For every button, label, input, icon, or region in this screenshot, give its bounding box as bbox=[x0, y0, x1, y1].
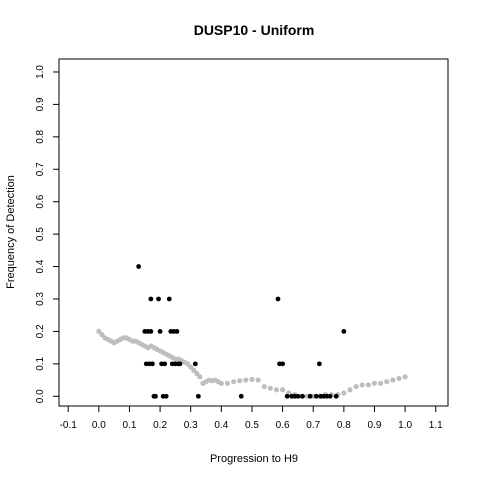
trend-point bbox=[218, 380, 224, 386]
points-layer bbox=[136, 264, 347, 399]
data-point bbox=[238, 393, 244, 399]
y-tick-label: 0.0 bbox=[35, 389, 46, 403]
y-tick-label: 0.5 bbox=[35, 227, 46, 241]
x-tick-label: 1.0 bbox=[398, 420, 412, 431]
y-tick-label: 0.6 bbox=[35, 194, 46, 208]
trend-point bbox=[99, 332, 105, 338]
trend-point bbox=[267, 385, 273, 391]
x-tick-label: 0.9 bbox=[368, 420, 382, 431]
data-point bbox=[136, 264, 142, 269]
y-axis: 0.0 0.1 0.2 0.3 0.4 0.5 0.6 0.7 0.8 0.9 1.0 bbox=[35, 65, 59, 403]
y-tick-label: 0.3 bbox=[35, 292, 46, 306]
trend-point bbox=[365, 382, 371, 388]
data-point bbox=[333, 393, 339, 399]
trend-point bbox=[224, 380, 231, 386]
data-point bbox=[166, 296, 172, 302]
y-tick-label: 0.8 bbox=[35, 129, 46, 143]
trend-point bbox=[341, 390, 347, 396]
data-point bbox=[148, 296, 154, 302]
trend-point bbox=[243, 377, 249, 383]
trend-point bbox=[249, 376, 255, 383]
trend-point bbox=[371, 380, 378, 386]
y-tick-label: 1.0 bbox=[35, 65, 46, 79]
trend-point bbox=[384, 379, 390, 385]
data-point bbox=[162, 361, 168, 367]
y-tick-label: 0.4 bbox=[35, 259, 46, 273]
x-tick-label: 0.5 bbox=[245, 420, 259, 431]
x-tick-label: 0.4 bbox=[214, 420, 228, 431]
data-point bbox=[284, 393, 290, 399]
data-point bbox=[150, 361, 155, 367]
data-point bbox=[174, 329, 180, 334]
x-tick-label: 0.3 bbox=[184, 420, 198, 431]
data-point bbox=[300, 393, 305, 399]
trend-point bbox=[194, 370, 200, 377]
trend-point bbox=[230, 379, 237, 385]
trend-point bbox=[390, 377, 396, 383]
data-point bbox=[275, 296, 281, 302]
trend-point bbox=[237, 378, 243, 384]
trend-point bbox=[261, 383, 267, 390]
chart-title: DUSP10 - Uniform bbox=[194, 22, 315, 38]
x-tick-label: 0.7 bbox=[306, 420, 320, 431]
data-point bbox=[157, 329, 163, 334]
data-point bbox=[295, 393, 301, 399]
trend-point bbox=[255, 377, 261, 383]
x-tick-label: 0.6 bbox=[276, 420, 290, 431]
trend-point bbox=[191, 367, 197, 373]
trend-point bbox=[378, 380, 384, 386]
trend-point bbox=[96, 328, 102, 335]
trend-point bbox=[402, 374, 408, 380]
trend-point bbox=[273, 387, 280, 393]
trend-point bbox=[353, 383, 359, 390]
y-tick-label: 0.7 bbox=[35, 162, 46, 176]
data-point bbox=[280, 361, 285, 367]
trend-point bbox=[197, 374, 203, 380]
trend-point bbox=[188, 364, 194, 370]
x-tick-label: 1.1 bbox=[429, 420, 443, 431]
data-point bbox=[192, 361, 198, 367]
x-tick-label: 0.1 bbox=[122, 420, 136, 431]
x-tick-label: -0.1 bbox=[60, 420, 78, 431]
y-tick-label: 0.9 bbox=[35, 97, 46, 111]
x-axis: -0.1 0.0 0.1 0.2 0.3 0.4 0.5 0.6 0.7 0.8 0.9 1.0 1.1 bbox=[60, 406, 443, 431]
data-point bbox=[177, 361, 183, 367]
data-point bbox=[163, 393, 169, 399]
data-point bbox=[307, 393, 313, 399]
data-point bbox=[195, 393, 201, 399]
data-point bbox=[153, 393, 158, 399]
data-point bbox=[313, 393, 319, 399]
y-axis-label: Frequency of Detection bbox=[5, 175, 17, 289]
x-axis-label: Progression to H9 bbox=[210, 453, 298, 465]
trend-point bbox=[185, 361, 191, 367]
trend-point bbox=[279, 387, 286, 393]
trend-point bbox=[359, 382, 365, 388]
x-tick-label: 0.8 bbox=[337, 420, 351, 431]
plot-frame bbox=[58, 58, 449, 407]
y-tick-label: 0.1 bbox=[35, 356, 46, 370]
trend-layer bbox=[96, 328, 408, 399]
data-point bbox=[327, 393, 333, 399]
x-tick-label: 0.2 bbox=[153, 420, 167, 431]
data-point bbox=[156, 296, 161, 302]
data-point bbox=[341, 329, 347, 334]
data-point bbox=[148, 329, 154, 334]
trend-point bbox=[396, 375, 402, 382]
data-point bbox=[316, 361, 322, 367]
trend-point bbox=[347, 387, 353, 393]
x-tick-label: 0.0 bbox=[92, 420, 106, 431]
y-tick-label: 0.2 bbox=[35, 324, 46, 338]
